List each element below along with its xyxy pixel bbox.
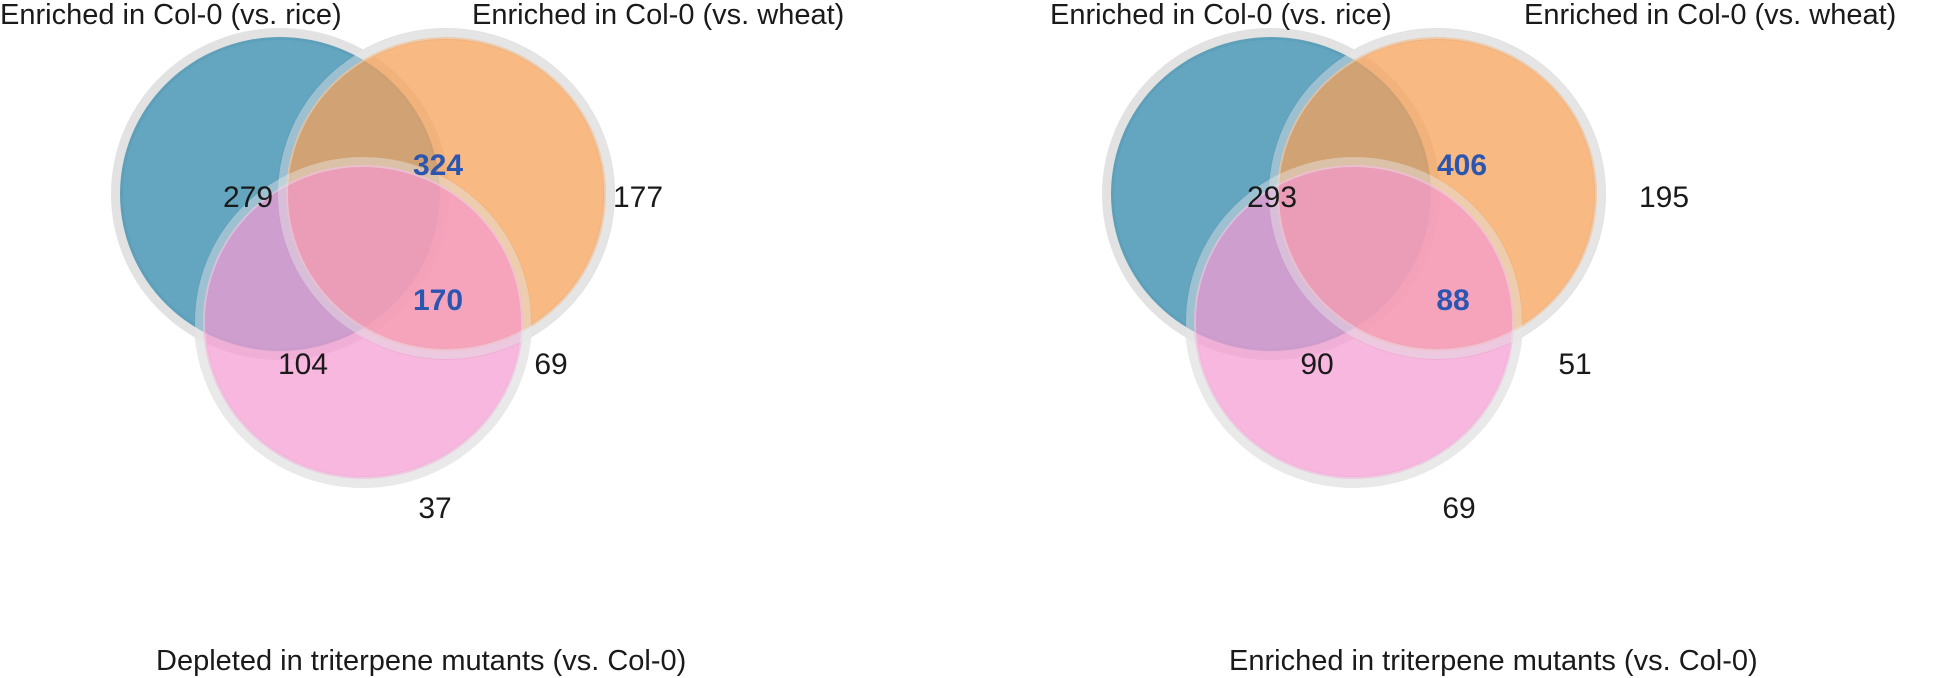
count-mutant-only: 69 [1442, 492, 1475, 525]
label-wheat: Enriched in Col-0 (vs. wheat) [472, 0, 844, 31]
count-rice-wheat: 324 [413, 149, 463, 182]
count-mutant-only: 37 [418, 492, 451, 525]
venn-panel-2: Enriched in Col-0 (vs. rice) Enriched in… [1050, 0, 1896, 677]
label-rice: Enriched in Col-0 (vs. rice) [1050, 0, 1392, 31]
count-rice-only: 293 [1247, 181, 1297, 214]
count-all-three: 88 [1436, 284, 1469, 317]
set-mutant-ring-overlay [1186, 157, 1522, 487]
count-wheat-only: 177 [613, 181, 663, 214]
set-mutant-ring-overlay [195, 157, 531, 487]
label-wheat: Enriched in Col-0 (vs. wheat) [1524, 0, 1896, 31]
count-rice-only: 279 [223, 181, 273, 214]
count-rice-wheat: 406 [1437, 149, 1487, 182]
count-all-three: 170 [413, 284, 463, 317]
set-wheat-ring-overlay [278, 29, 614, 359]
set-mutant-circle [1194, 165, 1514, 479]
set-mutant-circle [203, 165, 523, 479]
count-wheat-mutant: 51 [1558, 348, 1591, 381]
venn-panel-1: Enriched in Col-0 (vs. rice) Enriched in… [0, 0, 844, 677]
set-wheat-ring-overlay [1269, 29, 1605, 359]
count-rice-mutant: 104 [278, 348, 328, 381]
count-rice-mutant: 90 [1300, 348, 1333, 381]
count-wheat-only: 195 [1639, 181, 1689, 214]
label-mutant: Enriched in triterpene mutants (vs. Col-… [1229, 645, 1758, 677]
label-rice: Enriched in Col-0 (vs. rice) [0, 0, 342, 31]
count-wheat-mutant: 69 [534, 348, 567, 381]
label-mutant: Depleted in triterpene mutants (vs. Col-… [156, 645, 686, 677]
